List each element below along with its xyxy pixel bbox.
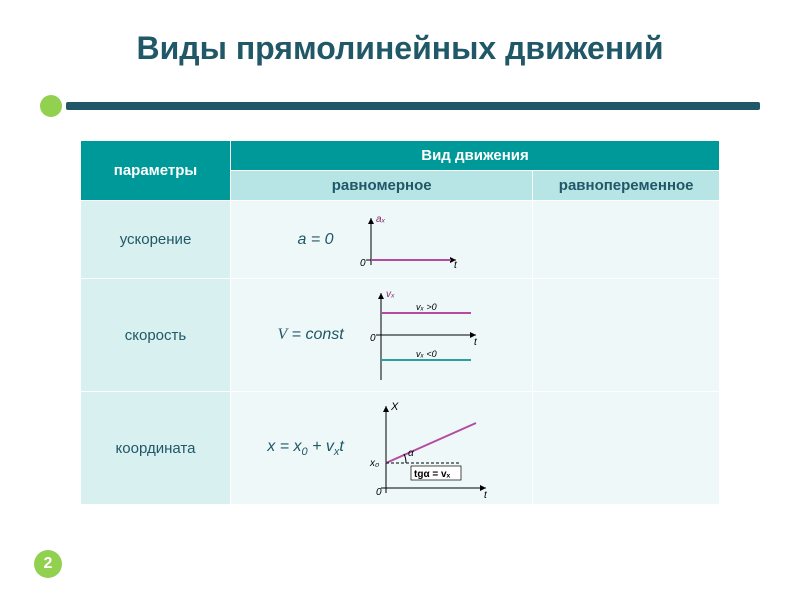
accel-formula: a = 0 — [298, 231, 334, 249]
coord-plot: X t 0 x₀ α tgα = vₓ — [356, 398, 496, 498]
coord-formula: x = x0 + vxt — [267, 438, 344, 458]
svg-text:vₓ <0: vₓ <0 — [416, 349, 437, 359]
svg-text:t: t — [474, 337, 478, 348]
vel-formula: V = const — [277, 326, 343, 344]
page-title: Виды прямолинейных движений — [0, 0, 800, 85]
accel-plot: aₓ t 0 — [346, 210, 466, 270]
svg-text:α: α — [408, 448, 414, 459]
row-accel-label: ускорение — [81, 201, 231, 279]
cell-vel-variable — [533, 279, 720, 392]
svg-text:vₓ >0: vₓ >0 — [416, 302, 437, 312]
cell-coord-variable — [533, 392, 720, 505]
row-coord-label: координата — [81, 392, 231, 505]
svg-text:0: 0 — [360, 258, 366, 269]
slide-number: 2 — [34, 550, 62, 578]
header-param: параметры — [81, 141, 231, 201]
cell-vel-uniform: V = const vₓ t 0 vₓ >0 vₓ <0 — [231, 279, 533, 392]
svg-text:tgα = vₓ: tgα = vₓ — [414, 469, 451, 480]
svg-text:0: 0 — [370, 333, 376, 344]
velocity-plot: vₓ t 0 vₓ >0 vₓ <0 — [356, 285, 486, 385]
svg-text:aₓ: aₓ — [376, 214, 386, 225]
svg-text:X: X — [390, 401, 399, 413]
col-variable: равнопеременное — [533, 171, 720, 201]
svg-text:x₀: x₀ — [369, 458, 379, 469]
col-uniform: равномерное — [231, 171, 533, 201]
svg-text:vₓ: vₓ — [386, 289, 395, 300]
rule-bar — [66, 102, 760, 110]
title-rule — [40, 95, 760, 117]
header-group: Вид движения — [231, 141, 720, 171]
cell-accel-variable — [533, 201, 720, 279]
svg-text:t: t — [454, 260, 458, 270]
cell-coord-uniform: x = x0 + vxt X t 0 x₀ α tgα = vₓ — [231, 392, 533, 505]
svg-text:t: t — [484, 490, 488, 498]
bullet-icon — [40, 95, 62, 117]
motion-table: параметры Вид движения равномерное равно… — [80, 140, 720, 505]
svg-text:0: 0 — [376, 487, 382, 498]
row-vel-label: скорость — [81, 279, 231, 392]
cell-accel-uniform: a = 0 aₓ t 0 — [231, 201, 533, 279]
